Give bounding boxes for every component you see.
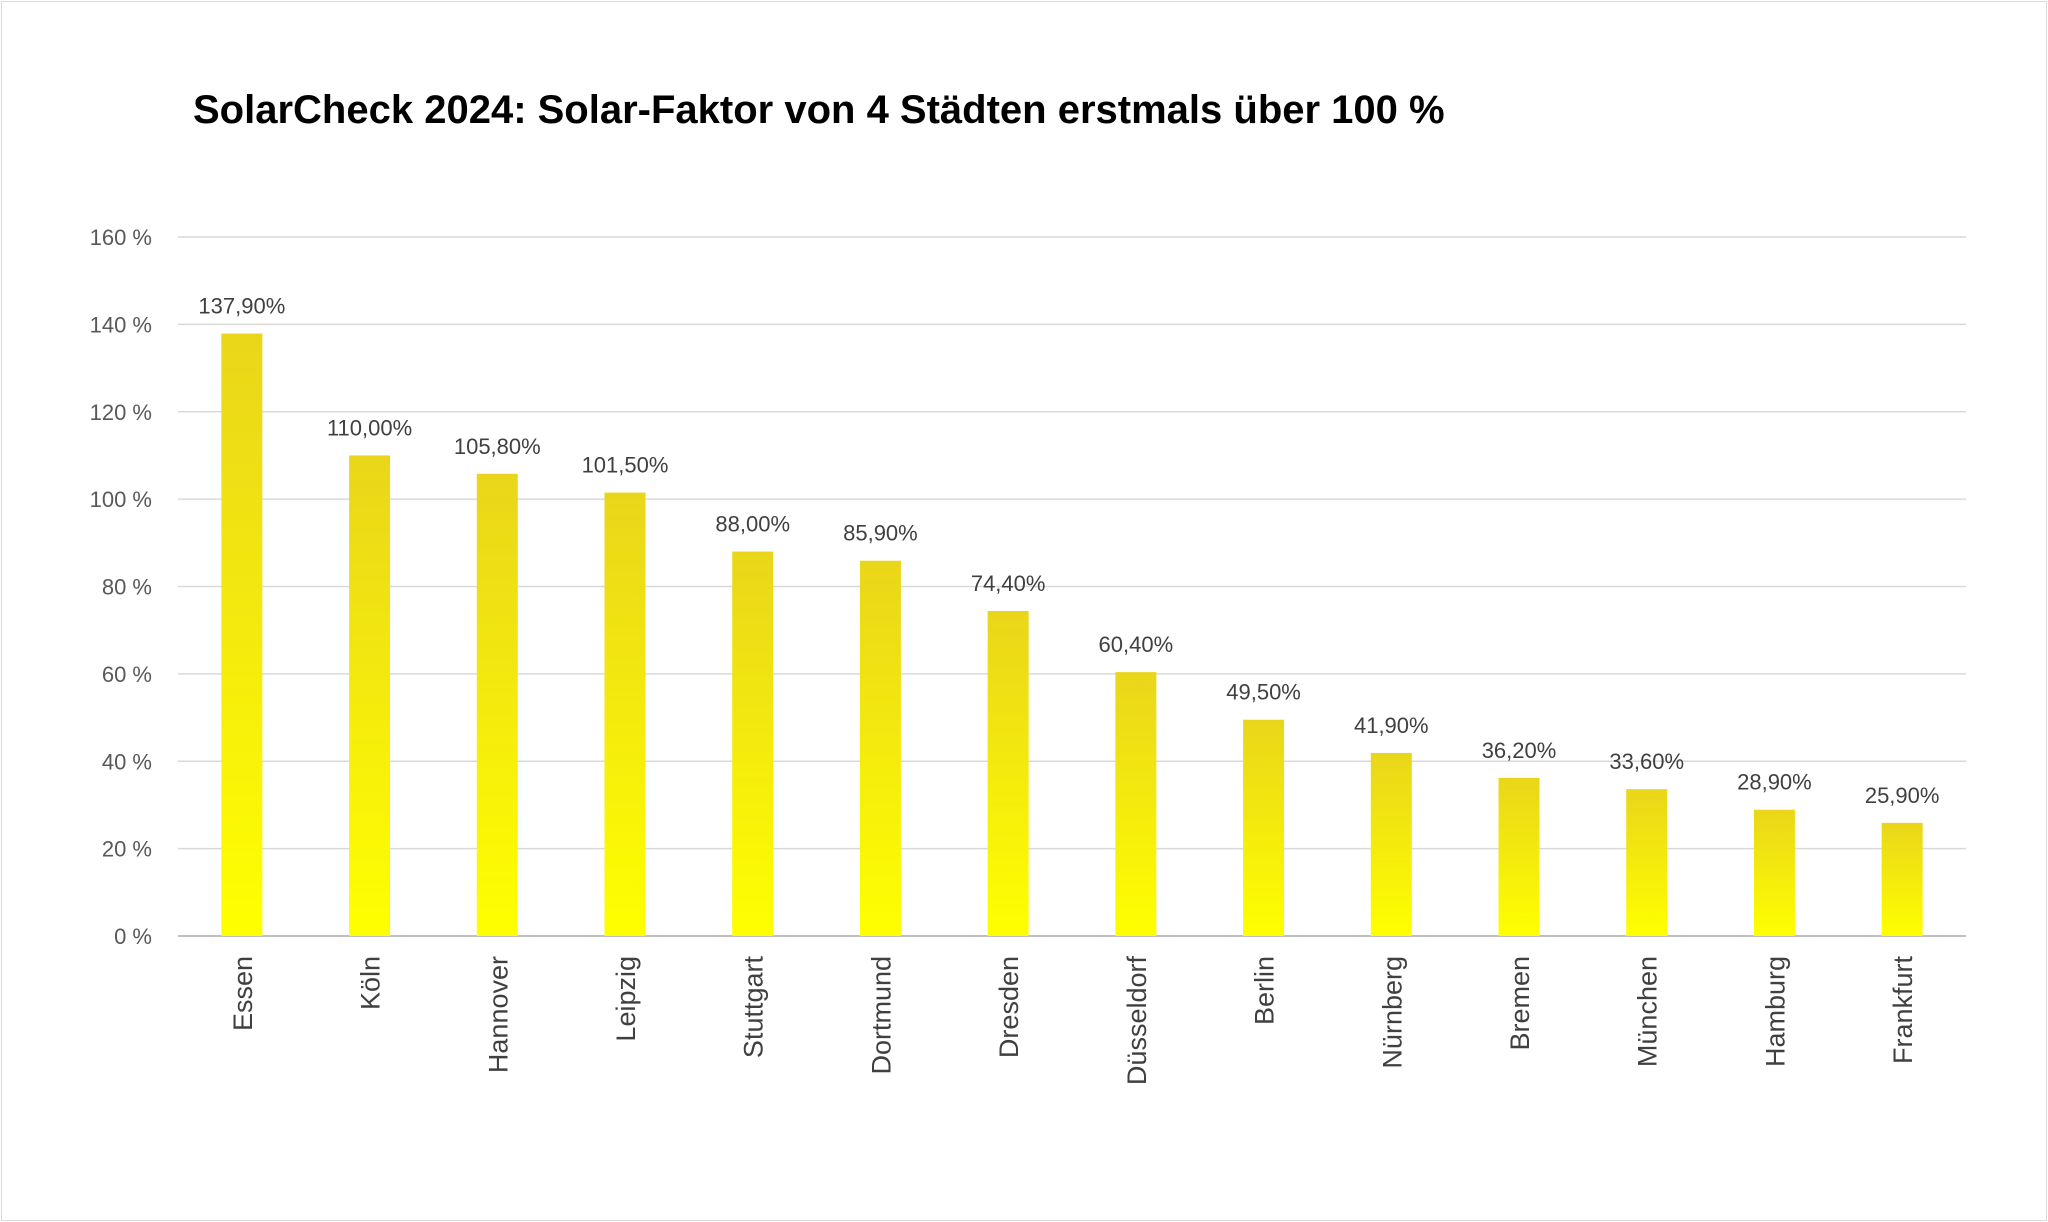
bar-nürnberg (1370, 752, 1412, 936)
data-label-essen: 137,90% (198, 294, 285, 319)
data-label-münchen: 33,60% (1609, 749, 1684, 774)
bar-dortmund (859, 560, 901, 936)
category-label-stuttgart: Stuttgart (739, 956, 769, 1059)
data-label-stuttgart: 88,00% (715, 512, 790, 537)
data-label-bremen: 36,20% (1482, 738, 1557, 763)
bar-münchen (1626, 789, 1668, 936)
bar-hamburg (1753, 809, 1795, 936)
y-tick-label: 100 % (90, 487, 152, 512)
y-tick-label: 80 % (102, 575, 152, 600)
category-label-düsseldorf: Düsseldorf (1122, 956, 1152, 1086)
y-tick-label: 160 % (90, 225, 152, 250)
category-label-hannover: Hannover (483, 956, 513, 1073)
category-label-frankfurt: Frankfurt (1888, 956, 1918, 1065)
data-label-berlin: 49,50% (1226, 680, 1301, 705)
chart-title: SolarCheck 2024: Solar-Faktor von 4 Städ… (193, 88, 1445, 132)
bar-stuttgart (732, 551, 774, 936)
y-tick-label: 40 % (102, 749, 152, 774)
data-label-frankfurt: 25,90% (1865, 783, 1940, 808)
bar-bremen (1498, 777, 1540, 936)
y-tick-label: 120 % (90, 400, 152, 425)
bar-dresden (987, 610, 1029, 936)
category-label-köln: Köln (356, 956, 386, 1010)
data-label-dresden: 74,40% (971, 571, 1046, 596)
bar-essen (221, 333, 263, 936)
bar-leipzig (604, 492, 646, 936)
bar-berlin (1243, 719, 1285, 936)
bar-hannover (476, 473, 518, 936)
y-tick-label: 60 % (102, 662, 152, 687)
category-label-hamburg: Hamburg (1760, 956, 1790, 1067)
y-tick-label: 20 % (102, 837, 152, 862)
data-label-dortmund: 85,90% (843, 521, 918, 546)
category-label-nürnberg: Nürnberg (1377, 956, 1407, 1069)
category-label-dortmund: Dortmund (866, 956, 896, 1075)
category-label-leipzig: Leipzig (611, 956, 641, 1042)
y-axis-ticks: 0 % 20 % 40 % 60 % 80 % 100 % 120 % 140 % 160 % (90, 225, 152, 949)
gridlines (178, 236, 1966, 937)
category-label-münchen: München (1633, 956, 1663, 1067)
data-label-hamburg: 28,90% (1737, 770, 1812, 795)
data-labels: 137,90% 110,00% 105,80% 101,50% 88,00% 85,90%… (198, 294, 1939, 808)
category-label-dresden: Dresden (994, 956, 1024, 1058)
bar-frankfurt (1881, 822, 1923, 936)
category-label-essen: Essen (228, 956, 258, 1031)
category-label-berlin: Berlin (1250, 956, 1280, 1025)
data-label-hannover: 105,80% (454, 434, 541, 459)
data-label-nürnberg: 41,90% (1354, 713, 1429, 738)
data-label-leipzig: 101,50% (582, 453, 669, 478)
bar-düsseldorf (1115, 672, 1157, 936)
data-label-düsseldorf: 60,40% (1099, 632, 1174, 657)
data-label-köln: 110,00% (327, 415, 412, 440)
bars (221, 333, 1923, 936)
y-tick-label: 140 % (90, 312, 152, 337)
y-tick-label: 0 % (114, 924, 152, 949)
category-label-bremen: Bremen (1505, 956, 1535, 1051)
bar-köln (349, 455, 391, 936)
x-axis-categories: Essen Köln Hannover Leipzig Stuttgart Dortmun… (228, 956, 1918, 1086)
